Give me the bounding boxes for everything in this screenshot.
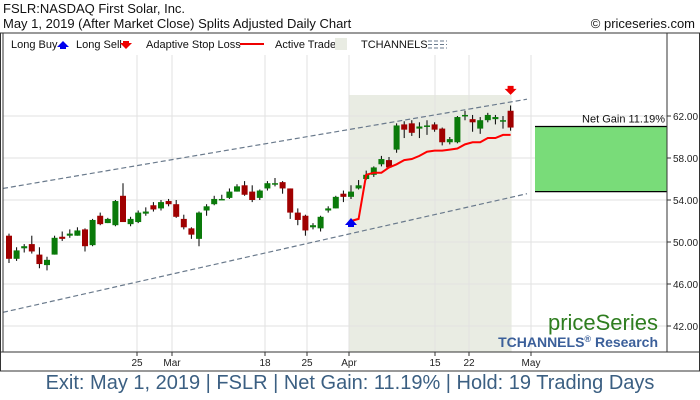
legend: Long Buy Long Sell Adaptive Stop Loss Ac… [11,38,447,51]
legend-long-buy: Long Buy [11,39,58,51]
active-trade-region [349,95,512,352]
price-chart: Net Gain 11.19% Long Buy Long Sell Adapt… [0,32,700,372]
brand-logo: priceSeries [548,310,658,335]
long-buy-arrow-icon [57,41,69,49]
chart-subtitle: May 1, 2019 (After Market Close) Splits … [3,16,352,31]
svg-text:15: 15 [429,358,441,369]
net-gain-box: Net Gain 11.19% [535,114,667,193]
tchannels-swatch-icon [428,40,447,49]
legend-stop-loss: Adaptive Stop Loss [146,39,241,51]
legend-active-trade: Active Trade [275,39,336,51]
brand-research: TCHANNELS® Research [498,334,658,350]
svg-text:18: 18 [259,358,271,369]
candlesticks [6,105,514,271]
chart-title: FSLR:NASDAQ First Solar, Inc. [3,1,186,16]
long-sell-arrow-icon [120,41,132,49]
adaptive-stop-loss-line [350,133,511,222]
svg-text:62.00: 62.00 [673,112,698,123]
y-axis: 62.00 58.00 54.00 50.00 46.00 42.00 [667,112,698,333]
long-sell-signal-icon [504,85,517,95]
svg-text:42.00: 42.00 [673,322,698,333]
grid-lines [3,55,667,352]
legend-long-sell: Long Sell [76,39,122,51]
tchannels [2,98,528,313]
svg-text:Apr: Apr [341,358,357,369]
svg-text:50.00: 50.00 [673,238,698,249]
x-axis: 25 Mar 18 25 Apr 15 22 May [131,352,540,369]
legend-tchannels: TCHANNELS [361,39,428,51]
trade-signals [345,85,517,227]
long-buy-signal-icon [345,218,357,227]
svg-text:46.00: 46.00 [673,280,698,291]
copyright: © priceseries.com [590,16,695,31]
svg-text:54.00: 54.00 [673,196,698,207]
svg-text:Mar: Mar [163,358,181,369]
svg-text:25: 25 [301,358,313,369]
active-trade-swatch [335,38,347,50]
svg-text:25: 25 [131,358,143,369]
plot-area [3,33,667,352]
svg-text:22: 22 [463,358,475,369]
net-gain-label: Net Gain 11.19% [582,114,665,126]
svg-text:58.00: 58.00 [673,154,698,165]
svg-text:May: May [522,358,541,369]
trade-summary-footer: Exit: May 1, 2019 | FSLR | Net Gain: 11.… [45,372,655,394]
